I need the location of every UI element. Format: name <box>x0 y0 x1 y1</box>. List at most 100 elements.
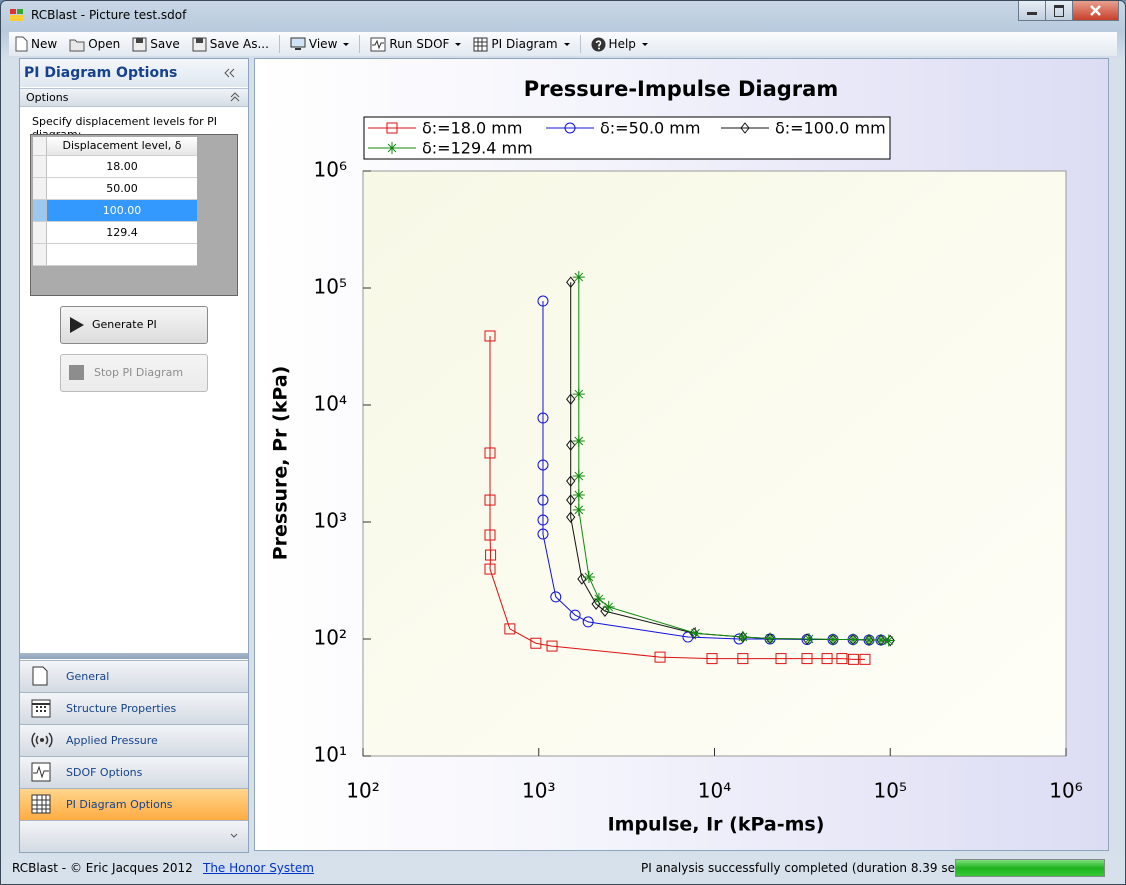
marker <box>572 388 585 401</box>
marker <box>737 653 749 665</box>
data-grid: Displacement level, δ (mm) 18.00 50.00 1… <box>30 134 238 296</box>
marker <box>736 631 749 644</box>
y-tick-label: 10² <box>314 626 347 650</box>
marker <box>689 627 702 640</box>
marker <box>566 475 576 487</box>
save-as-button[interactable]: Save As... <box>187 33 274 55</box>
marker <box>484 330 496 342</box>
close-button[interactable] <box>1072 1 1119 21</box>
marker <box>537 459 549 471</box>
marker <box>572 489 585 502</box>
label: Help <box>608 37 636 51</box>
legend-label: δ:=100.0 mm <box>775 119 886 138</box>
panel-header: PI Diagram Options <box>20 59 248 87</box>
new-button[interactable]: New <box>9 33 62 55</box>
collapse-icon[interactable] <box>224 68 236 78</box>
x-tick-label: 10⁴ <box>698 779 731 803</box>
x-tick-label: 10⁵ <box>874 779 907 803</box>
legend <box>363 116 891 160</box>
marker <box>572 435 585 448</box>
marker <box>485 549 497 561</box>
marker <box>566 393 576 406</box>
legend-label: δ:=129.4 mm <box>422 139 533 158</box>
label: Save <box>150 37 180 51</box>
marker <box>537 528 549 540</box>
y-axis-title: Pressure, Pr (kPa) <box>270 366 292 561</box>
marker <box>530 637 542 649</box>
marker <box>836 653 848 665</box>
marker <box>882 634 895 647</box>
link[interactable]: The Honor System <box>203 861 314 875</box>
toolbar: New Open Save Save As... View Run SDOF P… <box>9 32 1117 56</box>
marker <box>484 447 496 459</box>
y-tick-label: 10⁴ <box>314 392 347 416</box>
section-title: Options <box>26 91 69 104</box>
chart: Pressure-Impulse Diagram Impulse, Ir (kP… <box>270 77 1083 836</box>
panel-title: PI Diagram Options <box>24 65 178 81</box>
marker <box>537 412 549 424</box>
label: Run SDOF <box>389 37 450 51</box>
grid-row[interactable]: 50.00 <box>33 178 197 200</box>
x-tick-label: 10² <box>346 779 379 803</box>
view-menu[interactable]: View <box>285 33 354 55</box>
marker <box>566 494 576 506</box>
pi-diagram-menu[interactable]: PI Diagram <box>468 33 574 55</box>
nav-item[interactable]: Applied Pressure <box>20 724 248 756</box>
marker <box>592 592 605 605</box>
stop-button: Stop PI Diagram <box>60 354 208 392</box>
splitter[interactable] <box>20 653 248 659</box>
cell[interactable]: 129.4 <box>106 226 138 239</box>
nav-overflow[interactable] <box>20 820 248 852</box>
status-bar: RCBlast - © Eric Jacques 2012 The Honor … <box>1 856 1125 882</box>
grid-row[interactable]: 100.00 <box>33 200 197 222</box>
chart-panel: Pressure-Impulse Diagram Impulse, Ir (kP… <box>254 58 1109 851</box>
minimize-button[interactable] <box>1018 1 1046 21</box>
y-tick-label: 10⁵ <box>314 275 347 299</box>
nav-item[interactable]: SDOF Options <box>20 756 248 788</box>
nav-item[interactable]: PI Diagram Options <box>20 788 248 820</box>
window-title: RCBlast - Picture test.sdof <box>31 8 187 22</box>
marker <box>386 142 398 154</box>
section-header[interactable]: Options <box>20 88 248 107</box>
marker <box>863 634 876 647</box>
x-tick-label: 10³ <box>522 779 555 803</box>
marker <box>582 570 595 583</box>
marker <box>859 653 871 665</box>
label: Open <box>88 37 121 51</box>
grid-row[interactable]: 18.00 <box>33 156 197 178</box>
marker <box>733 633 745 645</box>
x-tick-label: 10⁶ <box>1049 779 1082 803</box>
label: New <box>31 37 58 51</box>
marker <box>537 514 549 526</box>
nav-item[interactable]: General <box>20 660 248 692</box>
marker <box>572 271 585 284</box>
grid-header: Displacement level, δ (mm) <box>33 137 197 170</box>
cell[interactable]: 100.00 <box>47 200 197 221</box>
chart-title: Pressure-Impulse Diagram <box>524 77 838 101</box>
save-button[interactable]: Save <box>127 33 184 55</box>
options-panel: PI Diagram Options Options Specify displ… <box>19 58 249 853</box>
label: PI Diagram <box>491 37 558 51</box>
marker <box>847 633 860 646</box>
generate-button[interactable]: Generate PI Diagram <box>60 306 208 367</box>
run-sdof-menu[interactable]: Run SDOF <box>365 33 466 55</box>
separator <box>359 35 361 53</box>
help-menu[interactable]: Help <box>586 33 653 55</box>
marker <box>569 609 581 621</box>
legend-label: δ:=18.0 mm <box>422 119 522 138</box>
open-button[interactable]: Open <box>64 33 125 55</box>
y-tick-label: 10⁶ <box>314 158 347 182</box>
series-line <box>489 335 865 660</box>
marker <box>550 591 562 603</box>
label: General <box>66 670 110 683</box>
cell[interactable]: 50.00 <box>106 182 138 195</box>
grid-row[interactable]: 129.4 <box>33 222 197 244</box>
maximize-button[interactable] <box>1045 1 1073 21</box>
nav-item[interactable]: Structure Properties <box>20 692 248 724</box>
marker <box>801 653 813 665</box>
marker <box>566 511 576 523</box>
cell[interactable]: 18.00 <box>106 160 138 173</box>
grid-new-row[interactable] <box>33 244 197 266</box>
